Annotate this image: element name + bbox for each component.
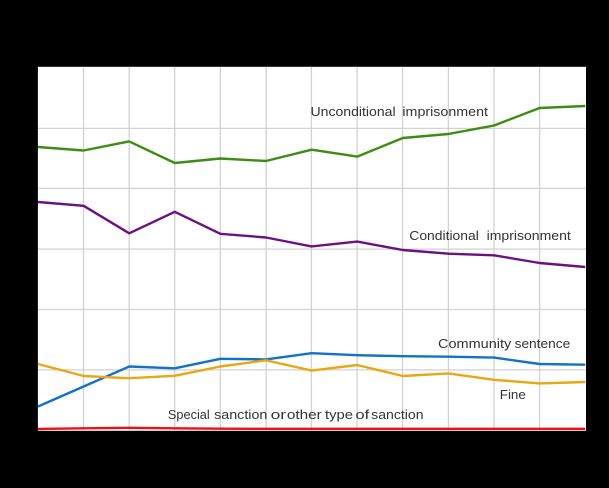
svg-text:Fine: Fine — [500, 387, 526, 402]
